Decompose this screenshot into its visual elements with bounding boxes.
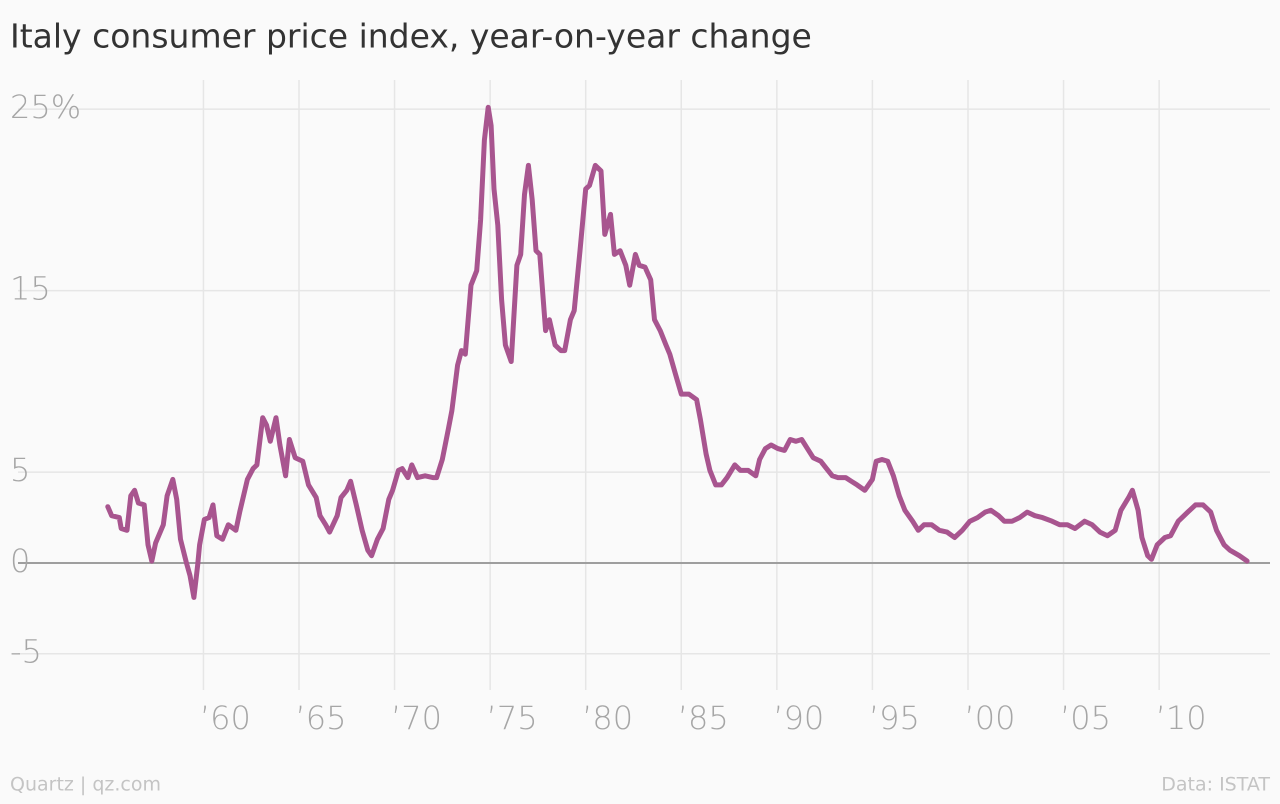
x-tick-label: ’00 <box>965 699 1016 737</box>
x-tick-label: ’65 <box>296 699 347 737</box>
y-tick-label: 0 <box>10 542 30 580</box>
y-tick-label: 15 <box>10 270 51 308</box>
y-tick-label: -5 <box>10 633 42 671</box>
chart-title: Italy consumer price index, year-on-year… <box>10 17 812 56</box>
x-tick-label: ’10 <box>1156 699 1207 737</box>
x-tick-label: ’80 <box>582 699 633 737</box>
y-tick-label: 5 <box>10 451 30 489</box>
x-tick-label: ’85 <box>678 699 729 737</box>
x-tick-label: ’60 <box>200 699 251 737</box>
x-tick-label: ’05 <box>1060 699 1111 737</box>
y-tick-label: 25% <box>10 88 81 126</box>
x-tick-label: ’95 <box>869 699 920 737</box>
data-line <box>105 104 1250 600</box>
x-tick-label: ’90 <box>773 699 824 737</box>
source: Data: ISTAT <box>1161 774 1270 796</box>
x-tick-label: ’75 <box>487 699 538 737</box>
grid <box>18 80 1270 690</box>
credit: Quartz | qz.com <box>10 774 161 796</box>
x-tick-label: ’70 <box>391 699 442 737</box>
